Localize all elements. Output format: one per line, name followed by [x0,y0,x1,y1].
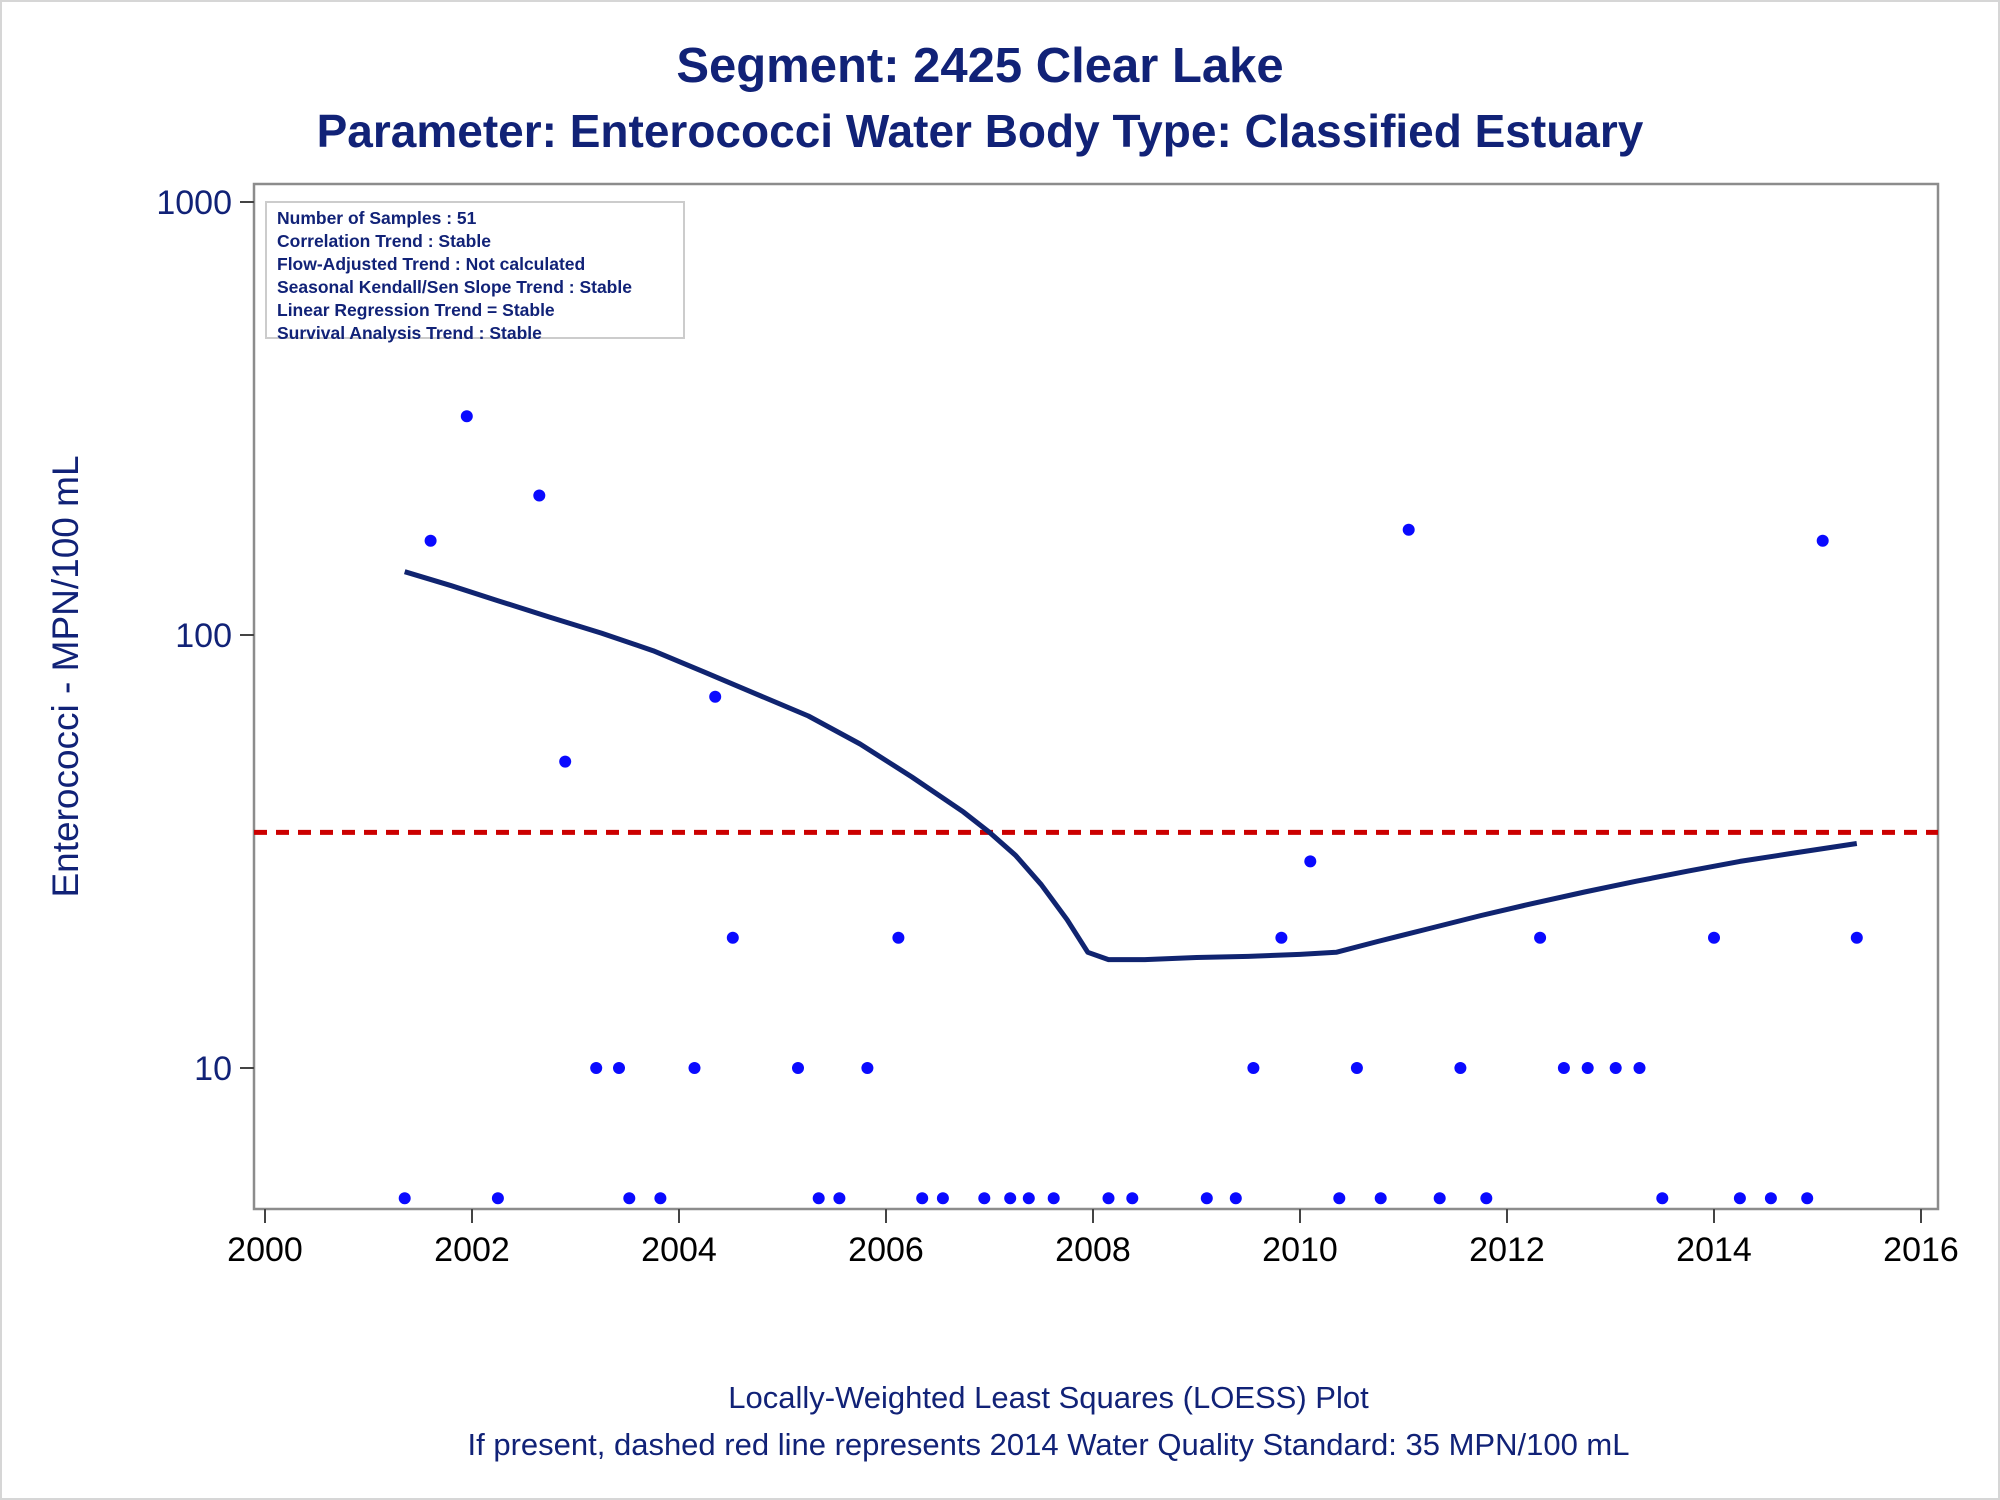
y-tick-label: 1000 [156,184,232,222]
data-point [1733,1192,1746,1205]
data-point [1656,1192,1669,1205]
data-point [1402,523,1415,536]
data-point [398,1192,411,1205]
data-point [1764,1192,1777,1205]
data-point [1304,855,1317,868]
footnote-standard: If present, dashed red line represents 2… [467,1427,1630,1462]
chart-title: Segment: 2425 Clear Lake [676,39,1284,93]
data-point [1609,1062,1622,1074]
data-point [1350,1062,1363,1074]
data-point [688,1062,701,1074]
stat-linear-regression-trend: Linear Regression Trend = Stable [277,300,555,320]
data-point [1557,1062,1570,1074]
data-point [460,410,473,423]
data-point [833,1192,846,1205]
x-tick-label: 2008 [1055,1231,1131,1269]
data-point [978,1192,991,1205]
x-tick-label: 2014 [1676,1231,1752,1269]
data-point [1433,1192,1446,1205]
data-point [792,1062,804,1074]
data-point [1102,1192,1115,1205]
loess-curve [403,569,1858,963]
footnote-loess: Locally-Weighted Least Squares (LOESS) P… [728,1380,1369,1415]
stat-correlation-trend: Correlation Trend : Stable [277,231,491,251]
data-point [1022,1192,1035,1205]
data-point [1454,1062,1467,1074]
x-tick-label: 2012 [1469,1231,1545,1269]
data-point [726,931,739,944]
data-point [491,1192,504,1205]
x-tick-label: 2016 [1883,1231,1959,1269]
data-point [1047,1192,1060,1205]
data-point [709,690,722,703]
data-point [1275,931,1288,944]
data-point [1633,1062,1646,1074]
stat-seasonal-kendall-trend: Seasonal Kendall/Sen Slope Trend : Stabl… [277,277,632,297]
data-point [812,1192,825,1205]
data-point [424,534,437,547]
y-tick-label: 10 [194,1050,232,1088]
data-point [1004,1192,1017,1205]
data-point [936,1192,949,1205]
data-point [1333,1192,1346,1205]
data-point [590,1062,603,1074]
data-point [559,755,572,768]
data-point [1534,931,1547,944]
data-point [1247,1062,1260,1074]
data-point [1708,931,1720,944]
trend-statistics-box: Number of Samples : 51 Correlation Trend… [265,201,685,343]
data-point [533,489,546,502]
x-tick-label: 2000 [227,1231,303,1269]
y-axis-label: Enterococci - MPN/100 mL [45,455,86,897]
x-tick-label: 2002 [434,1231,510,1269]
data-point [1581,1062,1594,1074]
data-point [892,931,905,944]
data-point [916,1192,929,1205]
data-point [623,1192,636,1205]
plot-border [252,182,1940,1211]
stat-survival-analysis-trend: Survival Analysis Trend : Stable [277,323,542,343]
data-point [1200,1192,1213,1205]
chart-subtitle: Parameter: Enterococci Water Body Type: … [316,105,1644,157]
x-tick-label: 2010 [1262,1231,1338,1269]
data-point [1850,931,1863,944]
stat-flow-adjusted-trend: Flow-Adjusted Trend : Not calculated [277,254,586,274]
stat-sample-count: Number of Samples : 51 [277,208,477,228]
data-point [861,1062,874,1074]
y-tick-label: 100 [175,617,232,655]
data-point [1126,1192,1139,1205]
data-point [1374,1192,1387,1205]
x-tick-label: 2006 [848,1231,924,1269]
data-point [1480,1192,1493,1205]
x-tick-label: 2004 [641,1231,717,1269]
data-point [1816,534,1829,547]
data-point [613,1062,625,1074]
data-point [1801,1192,1814,1205]
data-point [654,1192,667,1205]
data-point [1229,1192,1242,1205]
